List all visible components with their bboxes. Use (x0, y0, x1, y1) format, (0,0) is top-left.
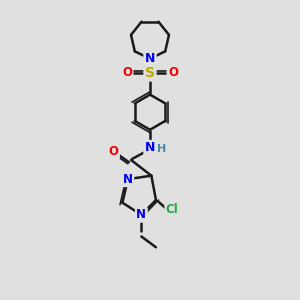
Text: O: O (122, 67, 132, 80)
Text: S: S (145, 66, 155, 80)
Text: Cl: Cl (166, 203, 178, 217)
Text: O: O (109, 145, 118, 158)
Text: O: O (168, 67, 178, 80)
Text: N: N (123, 173, 133, 186)
Text: H: H (157, 144, 166, 154)
Text: N: N (145, 52, 155, 65)
Text: N: N (136, 208, 146, 221)
Text: N: N (145, 141, 155, 154)
